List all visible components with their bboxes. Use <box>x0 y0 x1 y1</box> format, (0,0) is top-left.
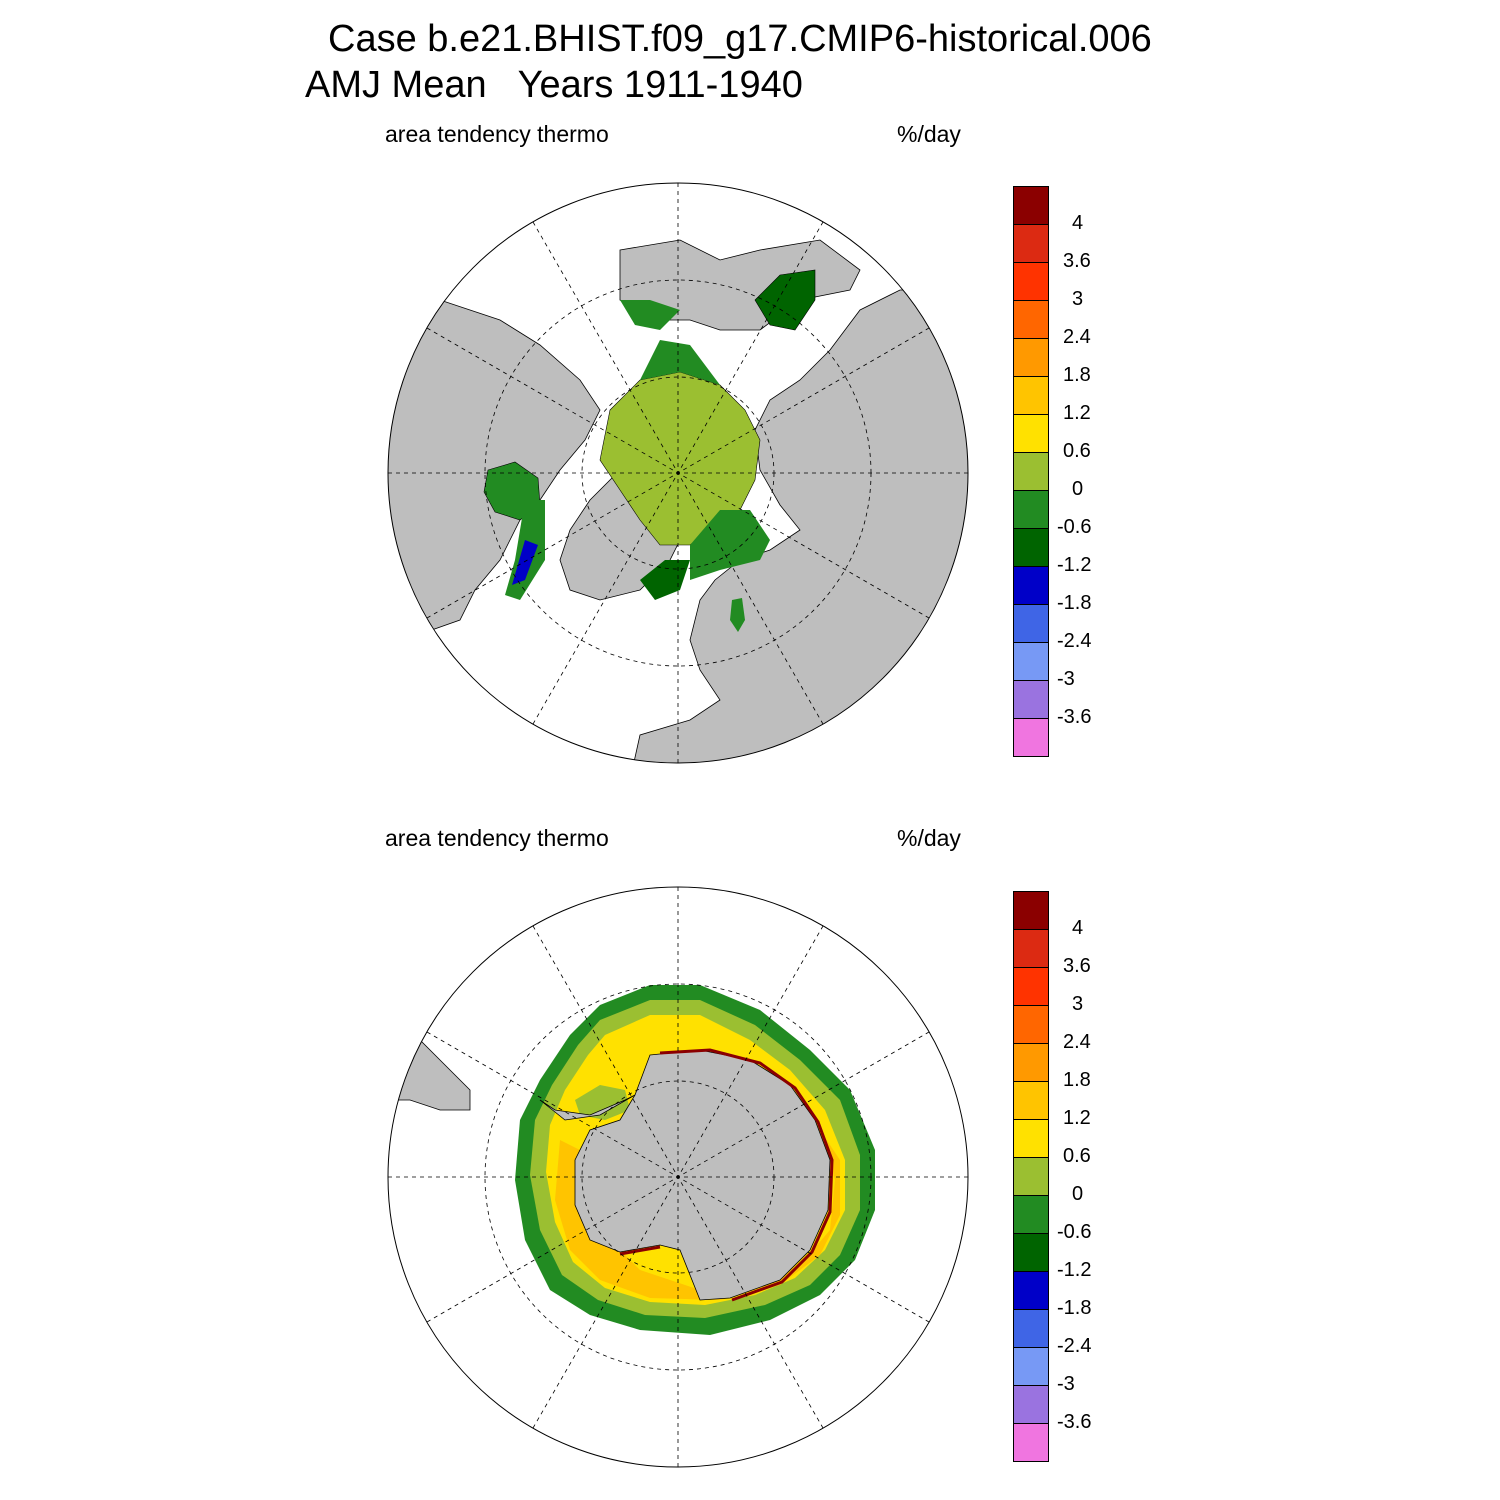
north-sea-baltic <box>730 598 745 632</box>
colorbar-bin <box>1013 604 1049 643</box>
colorbar-tick-label: 2.4 <box>1063 1031 1091 1053</box>
south-panel-left-label: area tendency thermo <box>385 825 609 851</box>
colorbar-bin <box>1013 718 1049 757</box>
colorbar-tick-label: 4 <box>1072 212 1084 234</box>
colorbar-bin <box>1013 1309 1049 1348</box>
south-land-antarctica <box>574 1049 831 1301</box>
colorbar-tick-label: 1.2 <box>1063 1107 1091 1129</box>
colorbar-bin <box>1013 891 1049 930</box>
north-colorbar: 4 3.6 3 2.4 1.8 1.2 0.6 0 -0.6 -1.2 -1.8 -2.4 -3 -3.6 <box>1013 186 1091 757</box>
south-graticule <box>388 887 968 1467</box>
north-panel-units: %/day <box>897 121 961 147</box>
colorbar-bin <box>1013 1233 1049 1272</box>
colorbar-bin <box>1013 490 1049 529</box>
colorbar-bin <box>1013 1157 1049 1196</box>
colorbar-bin <box>1013 680 1049 719</box>
north-polar-map <box>388 183 968 763</box>
north-sea-east-greenland <box>640 560 690 600</box>
colorbar-tick-label: 4 <box>1072 917 1084 939</box>
colorbar-tick-label: -3 <box>1057 668 1075 690</box>
colorbar-bin <box>1013 929 1049 968</box>
colorbar-bin <box>1013 1423 1049 1462</box>
south-panel-units: %/day <box>897 825 961 851</box>
south-map-border <box>387 886 969 1468</box>
colorbar-tick-label: -2.4 <box>1057 1335 1092 1357</box>
figure-title-line1: Case b.e21.BHIST.f09_g17.CMIP6-historica… <box>328 18 1152 60</box>
colorbar-tick-label: 0.6 <box>1063 440 1091 462</box>
south-ice-inner-pack-high <box>555 1130 840 1300</box>
colorbar-tick-label: 1.8 <box>1063 364 1091 386</box>
north-sea-bering <box>620 300 680 330</box>
colorbar-bin <box>1013 186 1049 225</box>
north-panel-left-label: area tendency thermo <box>385 121 609 147</box>
colorbar-tick-label: -1.8 <box>1057 1297 1092 1319</box>
north-sea-okhotsk <box>754 269 816 331</box>
colorbar-bin <box>1013 528 1049 567</box>
colorbar-tick-label: -3 <box>1057 1373 1075 1395</box>
south-polar-map <box>388 887 968 1467</box>
colorbar-tick-label: 3.6 <box>1063 250 1091 272</box>
colorbar-tick-label: 3 <box>1072 288 1084 310</box>
colorbar-bin <box>1013 1081 1049 1120</box>
colorbar-tick-label: 0 <box>1072 1183 1084 1205</box>
south-land-antarctic-peninsula <box>539 1094 636 1121</box>
colorbar-tick-label: -1.2 <box>1057 554 1092 576</box>
north-sea-barents-kara <box>690 510 770 580</box>
colorbar-bin <box>1013 1271 1049 1310</box>
colorbar-tick-label: -2.4 <box>1057 630 1092 652</box>
colorbar-bin <box>1013 1385 1049 1424</box>
colorbar-tick-label: -0.6 <box>1057 516 1092 538</box>
colorbar-bin <box>1013 1195 1049 1234</box>
colorbar-bin <box>1013 967 1049 1006</box>
north-map-border <box>387 182 969 764</box>
north-sea-labrador-edge <box>512 540 538 585</box>
colorbar-tick-label: 3.6 <box>1063 955 1091 977</box>
north-graticule <box>388 183 968 763</box>
colorbar-tick-label: 0.6 <box>1063 1145 1091 1167</box>
south-weddell-patch <box>575 1085 630 1120</box>
figure-title-line2: AMJ Mean Years 1911-1940 <box>305 64 803 106</box>
colorbar-bin <box>1013 1005 1049 1044</box>
colorbar-bin <box>1013 300 1049 339</box>
colorbar-tick-label: -1.2 <box>1057 1259 1092 1281</box>
colorbar-bin <box>1013 1347 1049 1386</box>
colorbar-bin <box>1013 566 1049 605</box>
colorbar-bin <box>1013 1119 1049 1158</box>
colorbar-bin <box>1013 452 1049 491</box>
north-sea-siberian-shelf <box>640 340 720 385</box>
south-colorbar: 4 3.6 3 2.4 1.8 1.2 0.6 0 -0.6 -1.2 -1.8 -2.4 -3 -3.6 <box>1013 891 1091 1462</box>
south-coastal-polynya-edge <box>659 1048 834 1302</box>
colorbar-tick-label: -3.6 <box>1057 706 1092 728</box>
colorbar-tick-label: 1.8 <box>1063 1069 1091 1091</box>
colorbar-bin <box>1013 262 1049 301</box>
colorbar-tick-label: 0 <box>1072 478 1084 500</box>
colorbar-bin <box>1013 338 1049 377</box>
south-coastal-polynya-edge-ross <box>619 1245 661 1256</box>
colorbar-tick-label: -3.6 <box>1057 1411 1092 1433</box>
colorbar-bin <box>1013 414 1049 453</box>
colorbar-tick-label: 3 <box>1072 993 1084 1015</box>
colorbar-tick-label: 1.2 <box>1063 402 1091 424</box>
colorbar-bin <box>1013 642 1049 681</box>
colorbar-tick-label: -1.8 <box>1057 592 1092 614</box>
colorbar-tick-label: -0.6 <box>1057 1221 1092 1243</box>
colorbar-tick-label: 2.4 <box>1063 326 1091 348</box>
colorbar-bin <box>1013 1043 1049 1082</box>
colorbar-bin <box>1013 376 1049 415</box>
colorbar-bin <box>1013 224 1049 263</box>
